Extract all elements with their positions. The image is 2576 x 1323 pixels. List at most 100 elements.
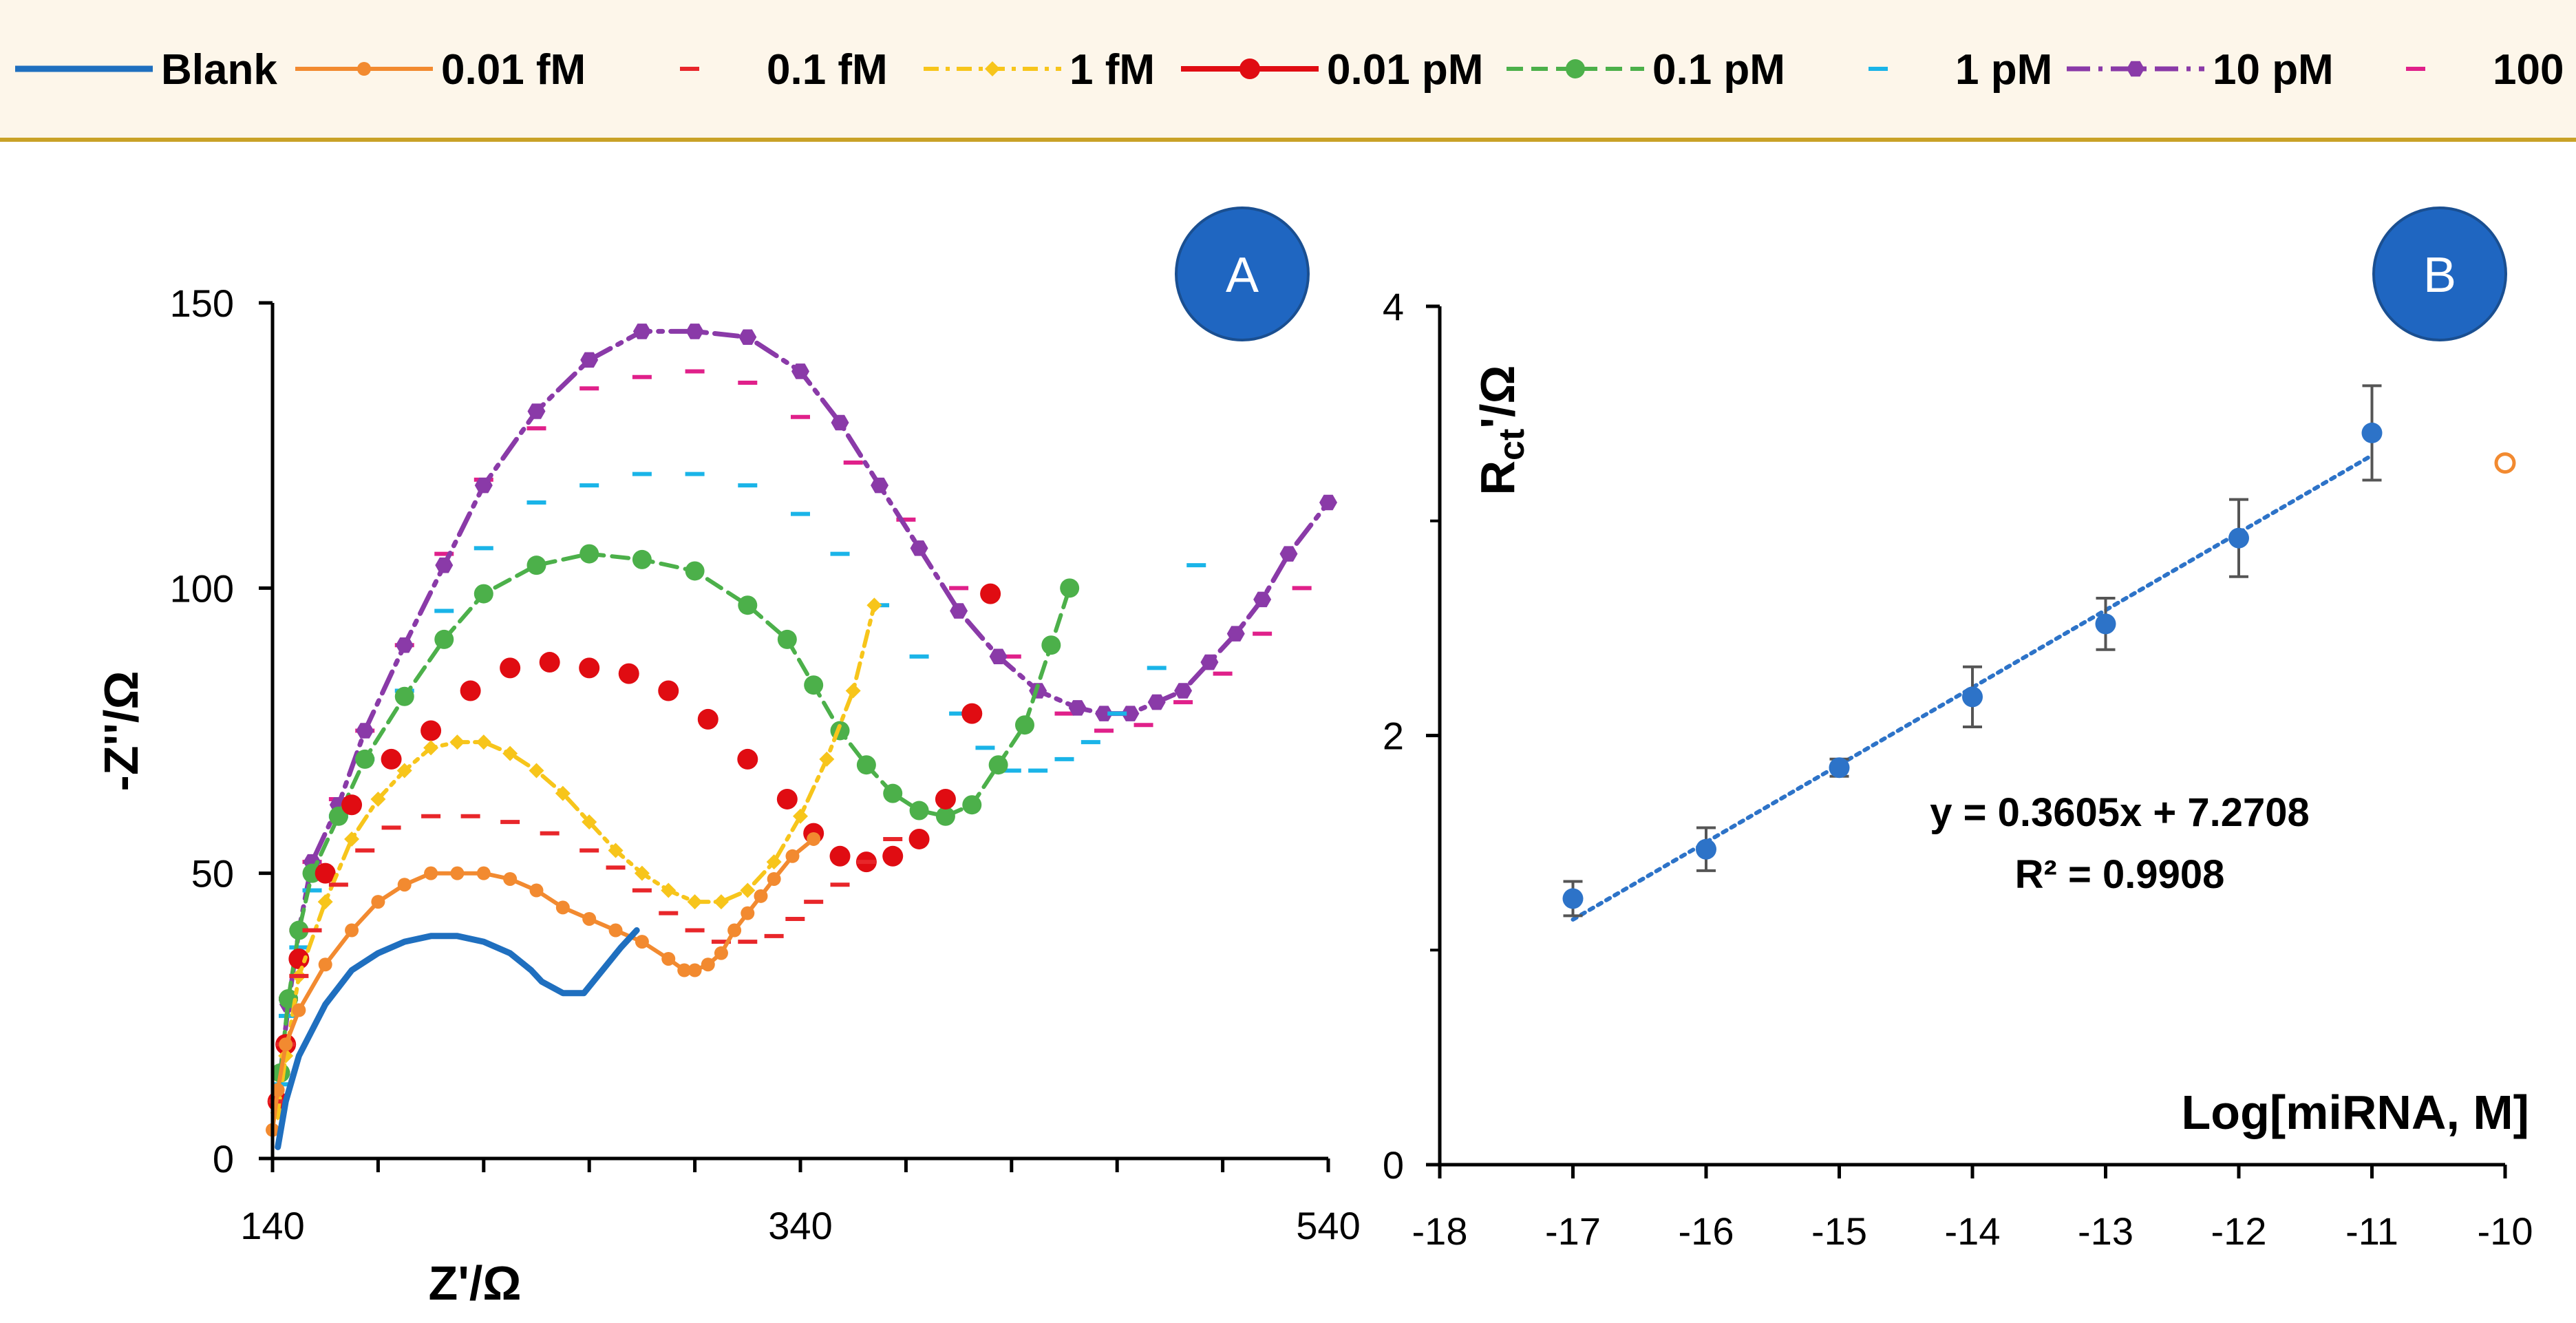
legend-item: 1 pM bbox=[1869, 46, 2052, 94]
data-point bbox=[988, 755, 1008, 775]
legend-swatch-marker bbox=[1239, 59, 1260, 79]
panel-a-label: A bbox=[1226, 248, 1259, 303]
data-point bbox=[785, 849, 800, 863]
data-point bbox=[909, 801, 929, 821]
data-point bbox=[529, 763, 544, 779]
data-point bbox=[527, 403, 546, 419]
legend-item: 1 fM bbox=[924, 46, 1155, 94]
outlier-point bbox=[2494, 452, 2516, 474]
data-point bbox=[882, 845, 904, 867]
nyquist-curves bbox=[266, 324, 1337, 1150]
calibration-point bbox=[2361, 384, 2383, 482]
data-point bbox=[1319, 494, 1337, 511]
data-point bbox=[539, 652, 560, 673]
data-point bbox=[371, 895, 385, 909]
data-point bbox=[737, 748, 758, 770]
data-point bbox=[370, 791, 386, 807]
data-point bbox=[701, 957, 715, 972]
data-point bbox=[635, 935, 649, 949]
data-point bbox=[908, 828, 930, 849]
data-point bbox=[608, 923, 623, 938]
data-point bbox=[503, 871, 518, 886]
data-point bbox=[754, 889, 768, 903]
b-y-tick-label: 0 bbox=[1383, 1143, 1404, 1187]
data-point bbox=[935, 806, 955, 826]
a-ticks: 0 50 100 150 140 340 540 bbox=[170, 282, 1361, 1247]
data-point bbox=[1962, 686, 1983, 708]
a-y-tick-label: 0 bbox=[213, 1137, 234, 1181]
data-point bbox=[845, 683, 861, 699]
data-point bbox=[1829, 757, 1850, 779]
legend-item: 10 pM bbox=[2067, 46, 2334, 94]
data-point bbox=[394, 686, 414, 706]
data-point bbox=[460, 680, 481, 701]
data-point bbox=[424, 866, 438, 880]
data-point bbox=[502, 745, 518, 761]
data-point bbox=[727, 923, 742, 938]
legend-item: 100 pM bbox=[2406, 46, 2576, 94]
data-point bbox=[474, 477, 493, 494]
data-point bbox=[738, 595, 758, 615]
data-point bbox=[449, 734, 465, 750]
data-point bbox=[317, 894, 333, 910]
r-squared: R² = 0.9908 bbox=[2015, 852, 2225, 897]
data-point bbox=[582, 911, 597, 926]
b-x-tick-label: -17 bbox=[1545, 1209, 1601, 1253]
data-point bbox=[395, 637, 414, 653]
data-point bbox=[381, 748, 402, 770]
b-x-tick-label: -15 bbox=[1811, 1209, 1867, 1253]
data-point bbox=[741, 906, 755, 920]
data-point bbox=[1041, 635, 1061, 655]
panel-a: 0 50 100 150 140 340 540 Z'/Ω -Z''/Ω A bbox=[94, 207, 1361, 1310]
data-point bbox=[289, 920, 309, 940]
data-point bbox=[856, 755, 876, 775]
data-point bbox=[608, 843, 624, 858]
panel-b-label: B bbox=[2423, 248, 2456, 303]
data-point bbox=[910, 540, 928, 556]
data-point bbox=[634, 865, 650, 881]
data-point bbox=[829, 845, 851, 867]
data-point bbox=[661, 882, 677, 898]
legend: Blank 0.01 fM 0.1 fM 1 fM 0.01 pM 0.1 pM 1 pM 1… bbox=[15, 46, 2576, 94]
calibration-point bbox=[2095, 596, 2116, 651]
data-point bbox=[1562, 888, 1584, 909]
b-ylabel-main: R bbox=[1471, 461, 1524, 496]
data-point bbox=[500, 657, 521, 679]
b-y-axis-title: Rct'/Ω bbox=[1471, 365, 1532, 495]
data-point bbox=[883, 783, 903, 803]
legend-item: 0.01 fM bbox=[295, 46, 586, 94]
data-point bbox=[450, 866, 465, 880]
panel-a-badge bbox=[1175, 207, 1310, 341]
series-0-01-fM bbox=[266, 832, 821, 1137]
data-point bbox=[632, 549, 652, 569]
data-point bbox=[776, 788, 798, 809]
a-y-tick-label: 150 bbox=[170, 282, 234, 325]
data-point bbox=[423, 740, 439, 756]
data-point bbox=[819, 751, 835, 767]
data-point bbox=[279, 1037, 293, 1052]
data-point bbox=[421, 720, 442, 741]
data-point bbox=[288, 948, 310, 969]
series-line bbox=[275, 603, 877, 1115]
data-point bbox=[315, 862, 336, 884]
data-point bbox=[328, 806, 348, 826]
trend-equation: y = 0.3605x + 7.2708 bbox=[1930, 790, 2310, 835]
data-point bbox=[793, 808, 808, 824]
data-point bbox=[355, 749, 375, 769]
data-point bbox=[1174, 683, 1193, 699]
b-x-axis-title: Log[miRNA, M] bbox=[2182, 1086, 2529, 1139]
legend-swatch-marker bbox=[1566, 59, 1585, 78]
b-ylabel-sub: ct bbox=[1492, 429, 1532, 461]
data-point bbox=[341, 794, 363, 816]
a-x-tick-label: 140 bbox=[240, 1204, 304, 1247]
data-point bbox=[318, 957, 332, 972]
data-point bbox=[292, 1003, 306, 1017]
calibration-point bbox=[1696, 826, 1716, 872]
data-point bbox=[961, 703, 983, 724]
data-point bbox=[791, 363, 809, 379]
legend-item: 0.1 pM bbox=[1507, 46, 1785, 94]
data-point bbox=[804, 675, 824, 695]
legend-label: 0.01 fM bbox=[441, 46, 586, 94]
a-x-tick-label: 540 bbox=[1296, 1204, 1360, 1247]
b-x-tick-label: -10 bbox=[2478, 1209, 2533, 1253]
